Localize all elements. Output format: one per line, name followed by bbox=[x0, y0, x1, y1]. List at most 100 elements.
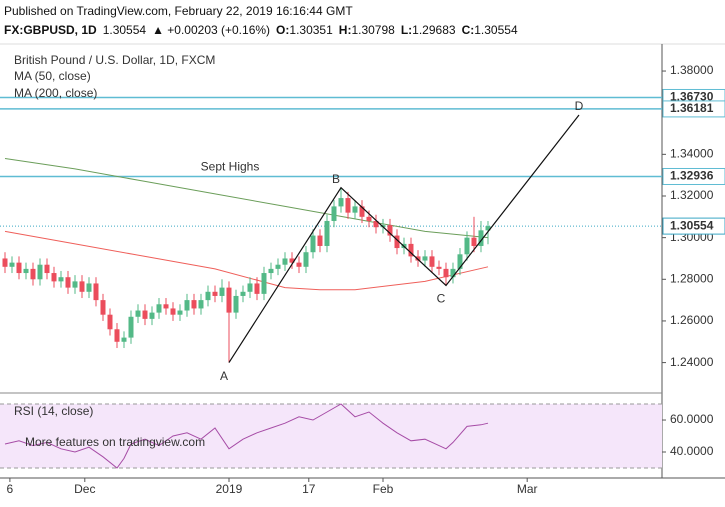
y-tick-label: 1.28000 bbox=[670, 271, 714, 285]
candle-body bbox=[93, 283, 99, 301]
candle-body bbox=[37, 264, 43, 280]
candle-body bbox=[268, 268, 274, 274]
x-tick-label: 2019 bbox=[216, 482, 243, 496]
header-text: L: bbox=[401, 23, 412, 37]
moving-average bbox=[4, 230, 489, 291]
candle-body bbox=[65, 277, 71, 288]
candle-body bbox=[156, 304, 162, 313]
header-text: C: bbox=[462, 23, 475, 37]
candle-body bbox=[303, 252, 309, 267]
candle-body bbox=[170, 308, 176, 315]
level-label: 1.32936 bbox=[670, 169, 714, 183]
candle-body bbox=[359, 206, 365, 217]
candle-body bbox=[23, 268, 29, 274]
candle-body bbox=[422, 256, 428, 261]
candle-body bbox=[9, 262, 15, 267]
candle-body bbox=[51, 273, 57, 282]
candle-body bbox=[100, 300, 106, 315]
pattern-label: A bbox=[220, 369, 228, 383]
header-text: 1.29683 bbox=[412, 23, 456, 37]
candle-body bbox=[478, 230, 484, 246]
y-tick-label: 1.38000 bbox=[670, 63, 714, 77]
watermark: More features on tradingview.com bbox=[25, 435, 205, 449]
candle-body bbox=[296, 262, 302, 267]
candle-body bbox=[373, 220, 379, 228]
header-text: 1.30351 bbox=[289, 23, 333, 37]
candle-body bbox=[471, 237, 477, 246]
pattern-label: B bbox=[332, 172, 340, 186]
candle-body bbox=[114, 329, 120, 342]
header-text: O: bbox=[276, 23, 289, 37]
y-tick-label: 1.24000 bbox=[670, 355, 714, 369]
symbol-line: FX:GBPUSD, 1D 1.30554 ▲ +0.00203 (+0.16%) O… bbox=[4, 23, 518, 37]
candle-body bbox=[198, 300, 204, 309]
candle-body bbox=[149, 312, 155, 319]
level-label-box bbox=[662, 167, 725, 185]
x-tick-label: 6 bbox=[7, 482, 14, 496]
candle-body bbox=[324, 220, 330, 246]
candle-body bbox=[30, 268, 36, 280]
candle-body bbox=[205, 291, 211, 301]
rsi-band bbox=[0, 404, 662, 469]
candle-body bbox=[184, 300, 190, 311]
candle-body bbox=[44, 264, 50, 274]
candle-body bbox=[107, 314, 113, 330]
candle-body bbox=[352, 206, 358, 213]
y-tick-label: 1.34000 bbox=[670, 147, 714, 161]
candle-body bbox=[142, 310, 148, 319]
level-label: 1.30554 bbox=[670, 218, 714, 232]
abcd-pattern bbox=[228, 114, 580, 363]
header-text: FX:GBPUSD, 1D bbox=[4, 23, 97, 37]
chart-title: British Pound / U.S. Dollar, 1D, FXCM bbox=[14, 53, 215, 67]
candle-body bbox=[387, 225, 393, 236]
candle-body bbox=[240, 291, 246, 296]
candle-body bbox=[450, 268, 456, 278]
candle-body bbox=[261, 273, 267, 294]
candle-body bbox=[443, 268, 449, 278]
moving-average bbox=[4, 158, 489, 239]
candle-body bbox=[429, 256, 435, 267]
y-tick-label: 1.26000 bbox=[670, 313, 714, 327]
header-text: 1.30554 bbox=[474, 23, 518, 37]
candle-body bbox=[163, 304, 169, 309]
legend-entry: MA (200, close) bbox=[14, 86, 97, 100]
candle-body bbox=[177, 310, 183, 315]
candle-body bbox=[436, 266, 442, 269]
candle-body bbox=[338, 198, 344, 207]
candle-body bbox=[191, 300, 197, 309]
y-tick-label: 1.32000 bbox=[670, 188, 714, 202]
level-label: 1.36730 bbox=[670, 90, 714, 104]
candle-body bbox=[86, 283, 92, 292]
header-text: H: bbox=[339, 23, 352, 37]
x-tick-label: Feb bbox=[373, 482, 394, 496]
candle-body bbox=[457, 254, 463, 269]
x-tick-label: Dec bbox=[74, 482, 95, 496]
level-note: Sept Highs bbox=[201, 160, 260, 174]
pattern-label: D bbox=[575, 99, 584, 113]
rsi-line bbox=[4, 403, 489, 469]
candle-body bbox=[415, 256, 421, 261]
candle-body bbox=[317, 235, 323, 246]
candle-body bbox=[464, 237, 470, 255]
candle-body bbox=[212, 291, 218, 296]
rsi-tick-label: 60.0000 bbox=[670, 412, 714, 426]
rsi-title: RSI (14, close) bbox=[14, 404, 93, 418]
pattern-label: C bbox=[437, 292, 446, 306]
rsi-tick-label: 40.0000 bbox=[670, 444, 714, 458]
candle-body bbox=[289, 258, 295, 263]
candle-body bbox=[128, 316, 134, 338]
x-tick-label: Mar bbox=[517, 482, 538, 496]
level-label: 1.36181 bbox=[670, 101, 714, 115]
candle-body bbox=[226, 287, 232, 313]
legend-entry: MA (50, close) bbox=[14, 69, 91, 83]
published: Published on TradingView.com, February 2… bbox=[4, 4, 353, 18]
candle-body bbox=[58, 277, 64, 282]
candle-body bbox=[233, 295, 239, 313]
candle-body bbox=[282, 258, 288, 265]
candle-body bbox=[79, 281, 85, 292]
x-tick-label: 17 bbox=[302, 482, 316, 496]
candle-body bbox=[247, 283, 253, 292]
candle-body bbox=[366, 216, 372, 221]
level-label-box bbox=[662, 100, 725, 118]
